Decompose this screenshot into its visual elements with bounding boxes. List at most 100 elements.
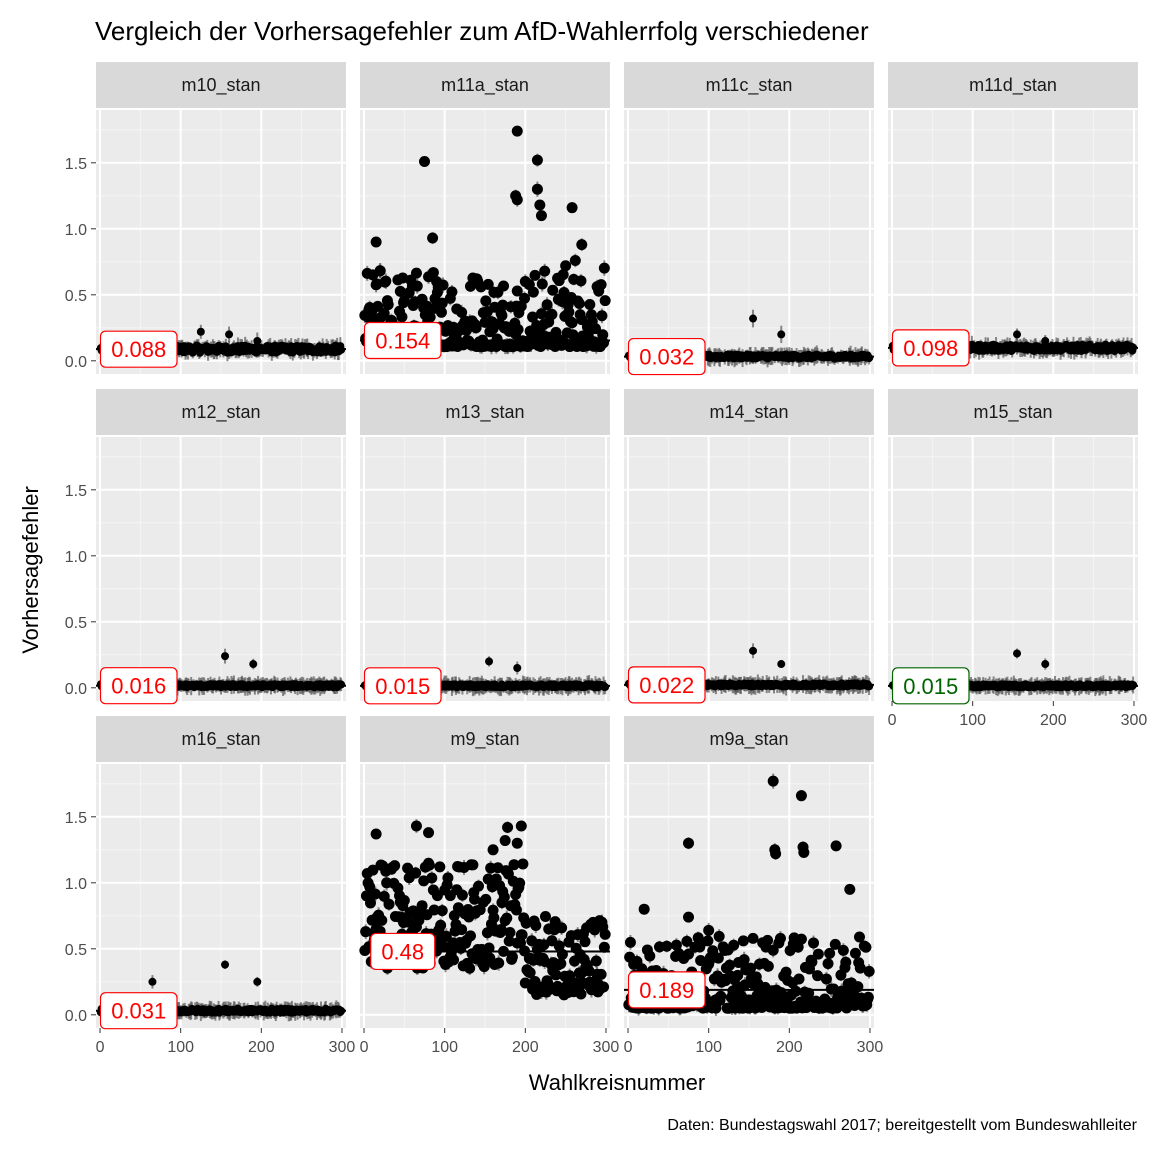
data-point [225, 330, 234, 339]
data-point [777, 660, 786, 669]
data-point [584, 298, 596, 310]
chart-title: Vergleich der Vorhersagefehler zum AfD-W… [95, 16, 869, 46]
data-point [596, 310, 608, 322]
data-point [535, 210, 547, 222]
data-point [378, 307, 390, 319]
facet-strip-label: m14_stan [709, 402, 788, 423]
data-point [436, 297, 448, 309]
data-point [601, 683, 610, 692]
facet-strip-label: m13_stan [445, 402, 524, 423]
facet-strip-label: m12_stan [181, 402, 260, 423]
mean-label-box [891, 329, 970, 367]
panels-group: m10_stan0.0880.00.51.01.5m11a_stan0.154m… [65, 62, 1147, 1056]
data-point [865, 354, 874, 363]
data-point [576, 239, 588, 251]
mean-label: 0.154 [375, 328, 430, 353]
mean-label: 0.022 [639, 673, 694, 698]
data-point [337, 680, 346, 689]
data-point [456, 306, 468, 318]
data-point [221, 652, 230, 661]
data-point [427, 232, 439, 244]
data-point [749, 314, 758, 323]
data-point [513, 664, 522, 672]
data-point [470, 322, 482, 334]
data-point [410, 267, 422, 279]
y-tick-label: 1.5 [65, 156, 87, 173]
data-point [529, 269, 541, 281]
data-point [411, 280, 423, 292]
facet-panel-m10_stan: m10_stan 0.088 0.0 0.5 1.0 1.5 [65, 62, 346, 374]
data-point [546, 308, 558, 320]
data-point [382, 299, 394, 311]
data-point [437, 279, 449, 291]
data-point [482, 278, 494, 290]
data-point [547, 284, 559, 296]
data-point [560, 260, 572, 272]
facet-panel-m11c_stan: m11c_stan 0.032 [624, 62, 874, 376]
data-point [531, 183, 543, 195]
data-point [566, 202, 578, 214]
mean-label: 0.088 [111, 337, 166, 362]
facet-panel-m11d_stan: m11d_stan 0.098 [888, 62, 1138, 374]
data-point [370, 236, 382, 248]
data-point [597, 329, 609, 341]
mean-label-box [363, 321, 442, 360]
data-point [777, 330, 786, 339]
data-point [534, 199, 546, 211]
data-point [480, 295, 492, 307]
data-point [424, 311, 436, 323]
data-point [511, 194, 523, 206]
data-point [427, 267, 439, 279]
facet-panel-m12_stan: m12_stan 0.016 0.0 0.5 1.0 1.5 [65, 389, 346, 705]
facet-strip-label: m11d_stan [969, 75, 1057, 96]
mean-label-box [99, 330, 178, 368]
data-point [566, 317, 578, 329]
facet-strip [96, 389, 346, 435]
data-point [575, 275, 587, 287]
data-point [196, 327, 205, 336]
data-point [1013, 330, 1022, 339]
data-point [589, 323, 601, 335]
data-point [498, 280, 510, 292]
y-tick-label: 1.5 [65, 483, 87, 500]
mean-label: 0.032 [639, 345, 694, 370]
facet-panel-m14_stan: m14_stan 0.022 [624, 389, 874, 704]
y-tick-label: 1.0 [65, 549, 87, 566]
data-point [446, 286, 458, 298]
facet-panel-m11a_stan: m11a_stan 0.154 [359, 62, 611, 374]
mean-label: 0.098 [903, 336, 958, 361]
facet-strip-label: m11a_stan [441, 75, 529, 96]
data-point [512, 324, 524, 336]
data-point [536, 278, 548, 290]
y-tick-label: 0.0 [65, 681, 87, 698]
data-point [527, 311, 539, 323]
facet-strip-label: m11c_stan [706, 75, 793, 96]
data-point [511, 125, 523, 137]
data-point [435, 306, 447, 318]
facet-strip-label: m15_stan [973, 402, 1052, 423]
data-point [598, 337, 610, 349]
data-point [573, 298, 585, 310]
data-point [539, 265, 551, 277]
y-tick-label: 1.0 [65, 222, 87, 239]
y-tick-label: 0.0 [65, 354, 87, 371]
data-point [519, 292, 531, 304]
data-point [372, 300, 384, 312]
data-point [398, 295, 410, 307]
data-point [563, 306, 575, 318]
mean-label-box [627, 337, 706, 376]
data-point [471, 273, 483, 285]
data-point [249, 660, 258, 669]
data-point [380, 275, 392, 287]
data-point [557, 269, 569, 281]
data-point [1041, 337, 1050, 345]
data-point [527, 286, 539, 298]
facet-strip [624, 62, 874, 108]
data-point [485, 657, 494, 666]
data-point [599, 295, 611, 307]
facet-strip [360, 62, 610, 108]
data-point [535, 308, 547, 320]
data-point [749, 646, 758, 655]
